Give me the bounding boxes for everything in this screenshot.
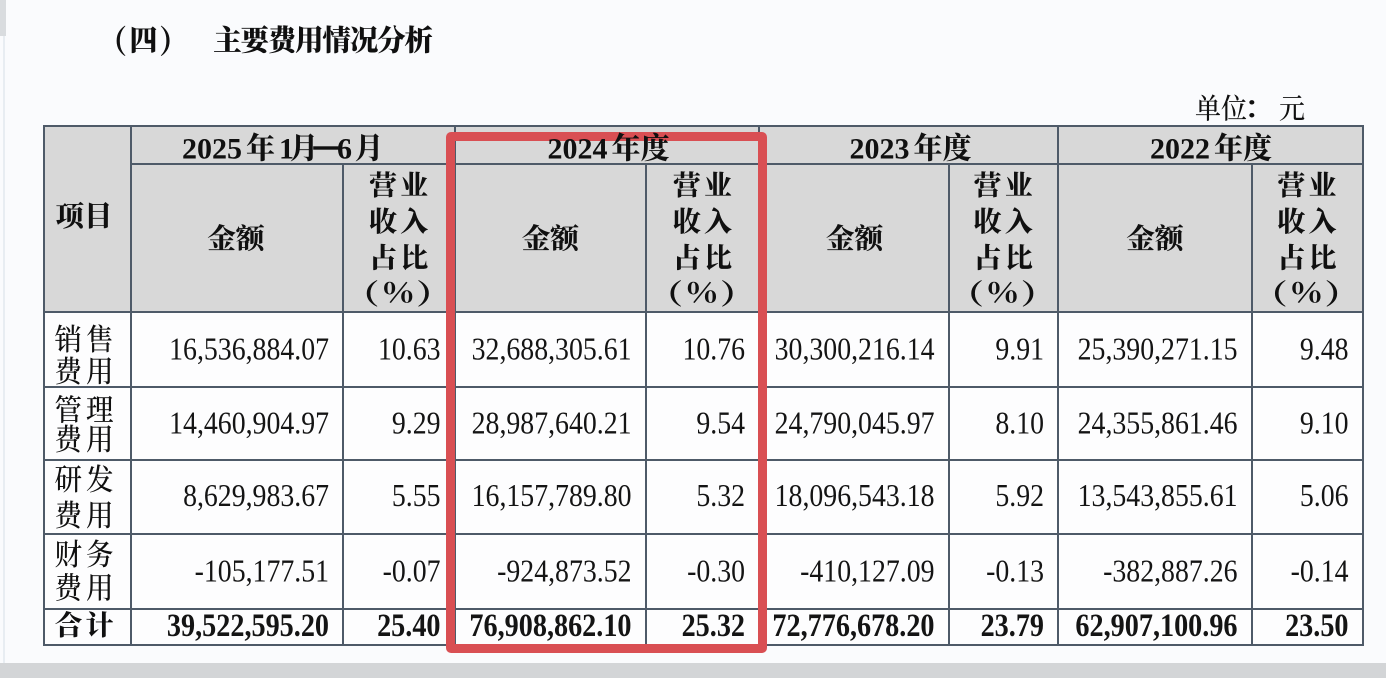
svg-text:2023: 2023 — [850, 133, 910, 166]
svg-text:1: 1 — [279, 133, 294, 166]
svg-text:2024: 2024 — [548, 133, 608, 166]
svg-text:2025: 2025 — [182, 133, 242, 166]
svg-text:6: 6 — [337, 133, 352, 166]
svg-text:2022: 2022 — [1150, 133, 1210, 166]
